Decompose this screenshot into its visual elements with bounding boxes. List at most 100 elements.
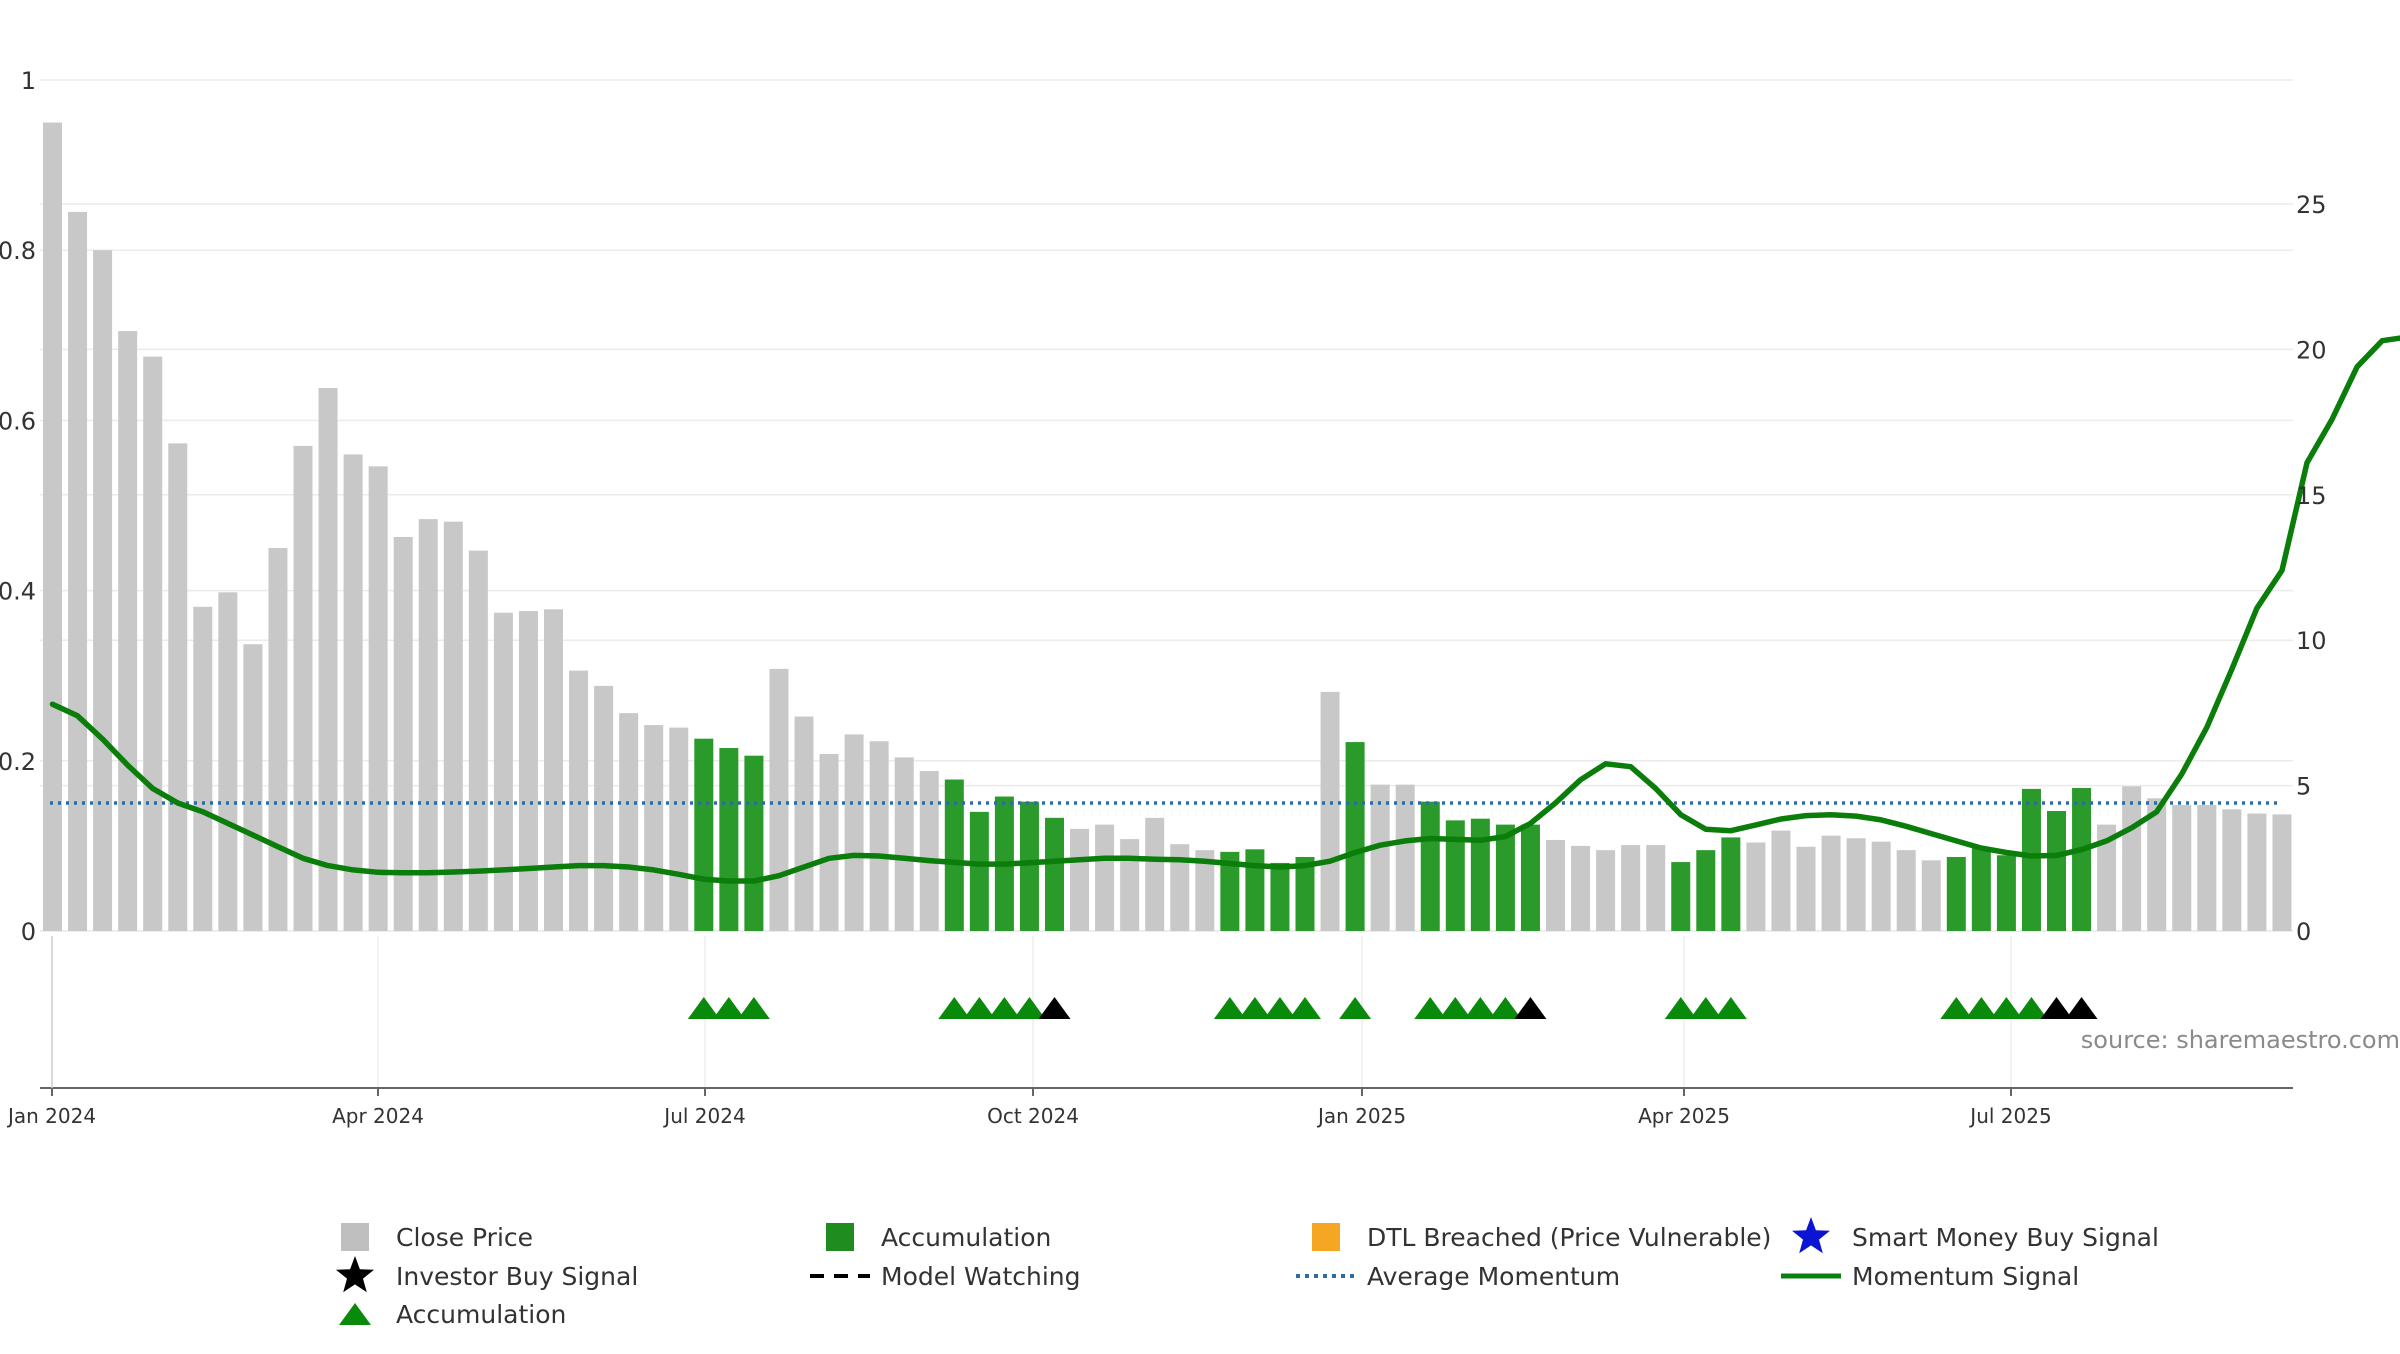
y-left-tick-label: 0.8	[0, 237, 36, 265]
accumulation-signal-triangle	[1239, 997, 1271, 1019]
accumulation-bar	[2047, 811, 2066, 931]
accumulation-bar	[1496, 825, 1515, 931]
accumulation-bar	[1245, 849, 1264, 931]
close-price-bar	[544, 609, 563, 931]
close-price-bar	[268, 548, 287, 931]
investor-buy-signal-marker	[2066, 997, 2098, 1019]
accumulation-signal-triangle	[1665, 997, 1697, 1019]
accumulation-bar	[2072, 788, 2091, 931]
accumulation-signal-triangle	[713, 997, 745, 1019]
close-price-bar	[870, 741, 889, 931]
accumulation-signal-triangle	[1715, 997, 1747, 1019]
close-price-bar	[1371, 785, 1390, 931]
close-price-bar	[519, 611, 538, 931]
y-right-tick-label: 20	[2296, 336, 2327, 364]
close-price-bar	[1922, 860, 1941, 931]
x-tick-label: Apr 2025	[1638, 1104, 1730, 1128]
close-price-bar	[1897, 850, 1916, 931]
close-price-bar	[1095, 825, 1114, 931]
legend-accumulation-label: Accumulation	[396, 1300, 566, 1329]
close-price-bar	[2272, 814, 2291, 931]
close-price-bar	[419, 519, 438, 931]
close-price-bar	[1070, 829, 1089, 931]
accumulation-bar	[1020, 802, 1039, 931]
accumulation-signal-triangle	[938, 997, 970, 1019]
close-price-bar	[669, 728, 688, 931]
investor-buy-signal-marker	[2041, 997, 2073, 1019]
close-price-bar	[644, 725, 663, 931]
legend-accumulation-triangle	[339, 1303, 371, 1325]
accumulation-bar	[1521, 825, 1540, 931]
close-price-bar	[1872, 842, 1891, 931]
x-tick-label: Jul 2025	[1968, 1104, 2051, 1128]
accumulation-signal-triangle	[1013, 997, 1045, 1019]
accumulation-bar	[2022, 789, 2041, 931]
accumulation-bar	[1696, 850, 1715, 931]
close-price-bar	[895, 757, 914, 931]
close-price-bar	[1646, 845, 1665, 931]
close-price-bar	[1120, 839, 1139, 931]
accumulation-signal-triangle	[1965, 997, 1997, 1019]
accumulation-signal-triangle	[1214, 997, 1246, 1019]
accumulation-signal-triangle	[963, 997, 995, 1019]
accumulation-bar	[1270, 863, 1289, 931]
close-price-bar	[344, 454, 363, 931]
y-left-tick-label: 0	[21, 918, 36, 946]
accumulation-signal-triangle	[1690, 997, 1722, 1019]
close-price-bar	[845, 734, 864, 931]
close-price-bar	[619, 713, 638, 931]
x-tick-label: Jul 2024	[662, 1104, 745, 1128]
close-price-bar	[1145, 818, 1164, 931]
close-price-bar	[143, 357, 162, 931]
close-price-bar	[1797, 847, 1816, 931]
accumulation-signal-triangle	[1439, 997, 1471, 1019]
y-right-tick-label: 25	[2296, 191, 2327, 219]
investor-buy-signal-marker	[1039, 997, 1071, 1019]
close-price-bar	[1822, 836, 1841, 931]
close-price-bar	[2122, 786, 2141, 931]
legend-accumulation-swatch	[826, 1223, 854, 1251]
accumulation-bar	[719, 748, 738, 931]
accumulation-bar	[1997, 855, 2016, 931]
legend-average-momentum-label: Average Momentum	[1367, 1262, 1620, 1291]
y-left-tick-label: 0.4	[0, 578, 36, 606]
accumulation-signal-triangle	[1289, 997, 1321, 1019]
close-price-bar	[769, 669, 788, 931]
y-right-tick-label: 15	[2296, 482, 2327, 510]
accumulation-bar	[1947, 857, 1966, 931]
close-price-bar	[2247, 814, 2266, 931]
y-left-tick-label: 1	[21, 67, 36, 95]
close-price-bar	[2197, 805, 2216, 931]
close-price-bar	[43, 123, 62, 931]
accumulation-signal-triangle	[1339, 997, 1371, 1019]
accumulation-bar	[970, 812, 989, 931]
close-price-bar	[920, 771, 939, 931]
close-price-bar	[1321, 692, 1340, 931]
close-price-bar	[1771, 831, 1790, 931]
close-price-bar	[168, 443, 187, 931]
accumulation-signal-triangle	[1990, 997, 2022, 1019]
close-price-bar	[494, 613, 513, 931]
signal-strip	[688, 997, 2098, 1019]
close-price-bar	[1621, 845, 1640, 931]
close-price-bar	[319, 388, 338, 931]
accumulation-signal-triangle	[2015, 997, 2047, 1019]
x-tick-label: Jan 2025	[1316, 1104, 1406, 1128]
accumulation-signal-triangle	[1464, 997, 1496, 1019]
close-price-bar	[569, 671, 588, 931]
close-price-bar	[118, 331, 137, 931]
close-price-bar	[1746, 842, 1765, 931]
close-price-bar	[93, 250, 112, 931]
legend-accumulation-label: Accumulation	[881, 1223, 1051, 1252]
legend-momentum-signal-label: Momentum Signal	[1852, 1262, 2079, 1291]
close-price-bar	[369, 466, 388, 931]
legend-close-price-label: Close Price	[396, 1223, 533, 1252]
close-price-bar	[218, 592, 237, 931]
close-price-bar	[68, 212, 87, 931]
legend-close-price-swatch	[341, 1223, 369, 1251]
accumulation-bar	[1421, 802, 1440, 931]
accumulation-bar	[744, 756, 763, 931]
accumulation-bar	[1721, 837, 1740, 931]
legend-investor-buy-signal-star	[336, 1256, 374, 1292]
